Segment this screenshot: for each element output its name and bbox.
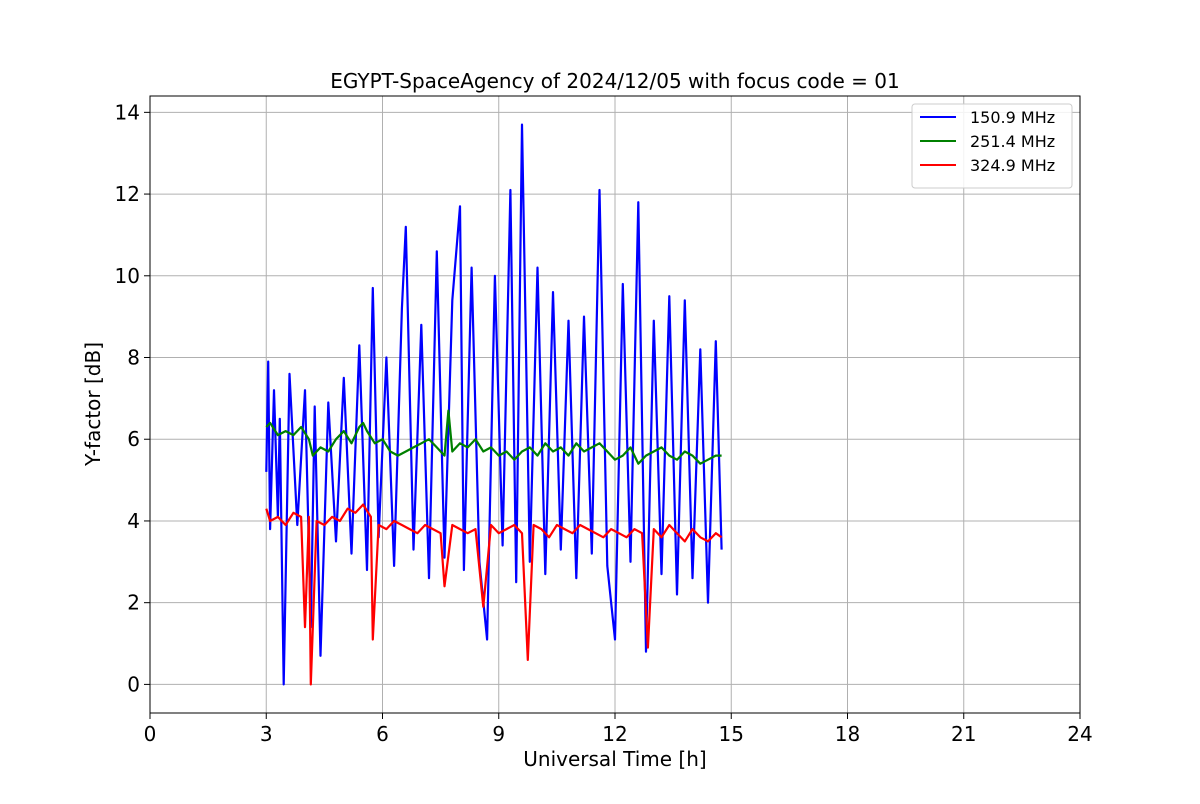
- legend-label: 150.9 MHz: [970, 108, 1055, 127]
- series-line-0: [265, 123, 723, 686]
- x-tick-label: 12: [602, 722, 627, 746]
- x-tick-label: 18: [835, 722, 860, 746]
- legend-box: [911, 103, 1073, 189]
- x-tick-label: 24: [1067, 722, 1092, 746]
- legend-label: 251.4 MHz: [970, 132, 1055, 151]
- legend-label: 324.9 MHz: [970, 156, 1055, 175]
- x-tick-label: 21: [951, 722, 976, 746]
- y-tick-label: 12: [115, 182, 140, 206]
- x-axis-label: Universal Time [h]: [523, 747, 706, 771]
- y-tick-label: 0: [127, 672, 140, 696]
- x-tick-label: 6: [376, 722, 389, 746]
- x-tick-label: 15: [719, 722, 744, 746]
- series-line-2: [265, 503, 723, 686]
- chart-title: EGYPT-SpaceAgency of 2024/12/05 with foc…: [330, 69, 899, 93]
- y-tick-label: 2: [127, 591, 140, 615]
- y-tick-label: 8: [127, 346, 140, 370]
- legend: 150.9 MHz 251.4 MHz 324.9 MHz: [911, 103, 1073, 189]
- series-line-1: [265, 409, 722, 465]
- x-tick-label: 3: [260, 722, 273, 746]
- series-layer: [265, 123, 723, 686]
- x-tick-label: 0: [144, 722, 157, 746]
- y-axis-label: Y-factor [dB]: [81, 342, 105, 467]
- y-tick-label: 10: [115, 264, 140, 288]
- y-tick-label: 6: [127, 427, 140, 451]
- x-tick-label: 9: [492, 722, 505, 746]
- y-tick-label: 14: [115, 100, 140, 124]
- y-tick-label: 4: [127, 509, 140, 533]
